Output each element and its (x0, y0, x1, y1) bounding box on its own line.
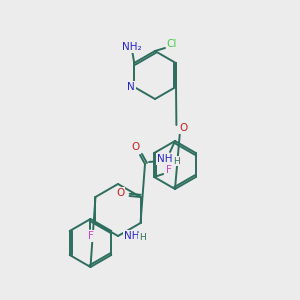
Text: F: F (166, 165, 172, 175)
Text: NH: NH (157, 154, 173, 164)
Text: O: O (116, 188, 124, 198)
Text: Cl: Cl (167, 39, 177, 49)
Text: O: O (131, 142, 139, 152)
Text: NH₂: NH₂ (122, 42, 142, 52)
Text: O: O (179, 123, 188, 133)
Text: N: N (127, 82, 135, 92)
Text: H: H (174, 157, 180, 166)
Text: F: F (88, 231, 93, 241)
Text: H: H (139, 233, 145, 242)
Text: NH: NH (124, 231, 140, 241)
